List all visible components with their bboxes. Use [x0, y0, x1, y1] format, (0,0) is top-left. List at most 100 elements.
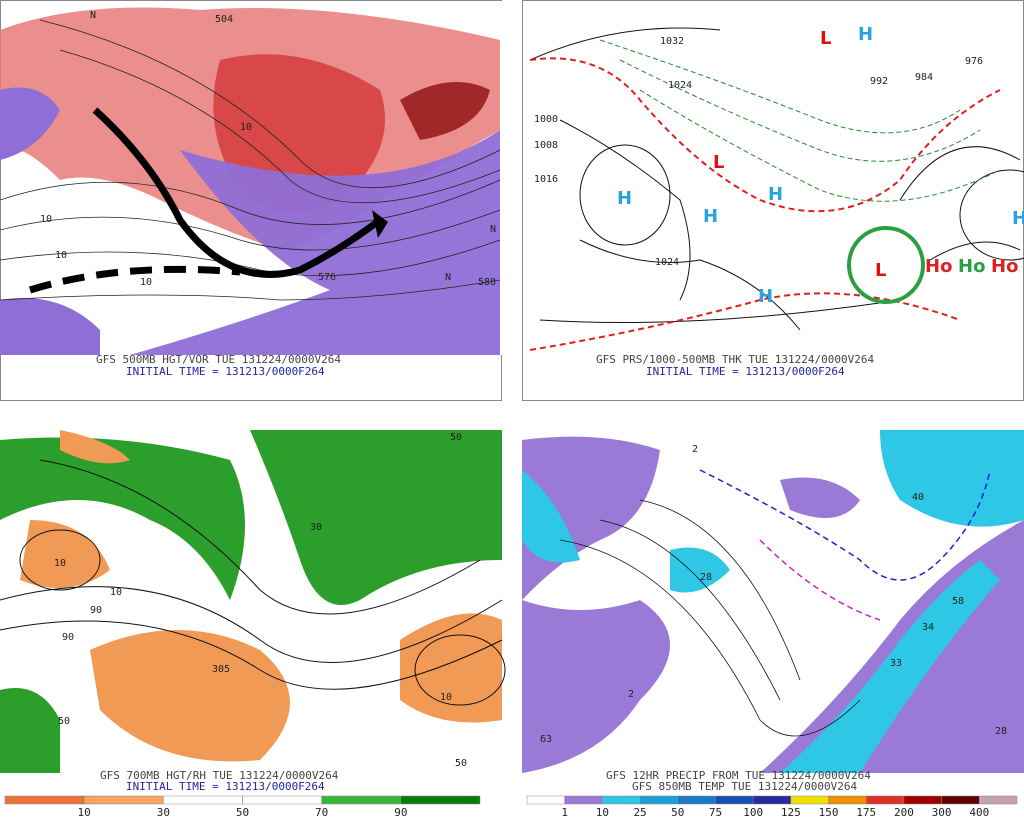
- initial-time: INITIAL TIME = 131213/0000F264: [126, 365, 325, 378]
- colorbar-swatch: [639, 795, 679, 805]
- colorbar-label: 50: [671, 806, 684, 819]
- colorbar-swatch: [400, 795, 481, 805]
- colorbar-label: 30: [157, 806, 170, 819]
- contour-label: 1032: [660, 36, 684, 47]
- caption: GFS 500MB HGT/VOR TUE 131224/0000V264: [96, 353, 341, 366]
- colorbar-label: 175: [856, 806, 876, 819]
- contour-label: 10: [110, 587, 122, 598]
- contour-label: 1016: [534, 174, 558, 185]
- colorbar-label: 25: [633, 806, 646, 819]
- contour-label: 576: [318, 272, 336, 283]
- colorbar-label: 90: [394, 806, 407, 819]
- map-700mb: 50 90 10 10 90 50 30 50 10 305 GFS 700MB…: [0, 428, 506, 793]
- contour-label: 28: [700, 572, 712, 583]
- colorbar-label: 100: [743, 806, 763, 819]
- contour-label: 10: [54, 558, 66, 569]
- colorbar-swatch: [979, 795, 1018, 805]
- contour-label: 34: [922, 622, 934, 633]
- colorbar-label: 1: [561, 806, 568, 819]
- caption: GFS 850MB TEMP TUE 131224/0000V264: [632, 780, 858, 793]
- contour-label: 10: [140, 277, 152, 288]
- colorbar-label: 50: [236, 806, 249, 819]
- colorbar-label: 400: [969, 806, 989, 819]
- caption: GFS 700MB HGT/RH TUE 131224/0000V264: [100, 769, 339, 782]
- contour-label: 588: [478, 277, 496, 288]
- contour-label: 1024: [655, 257, 679, 268]
- contour-label: 50: [455, 758, 467, 769]
- low-marker: L: [875, 260, 886, 281]
- colorbar-swatch: [941, 795, 980, 805]
- ho-text: Ho: [991, 256, 1018, 277]
- map-surface: H H H H H H L L L Ho Ho Ho 1032 1024 101…: [529, 24, 1024, 378]
- map-500mb: 504 10 10 10 10 576 588 N N N GFS 500MB …: [0, 1, 502, 378]
- colorbar-swatch: [4, 795, 85, 805]
- colorbar-swatch: [83, 795, 164, 805]
- colorbars: 10 30 50 70 90 1 10 25 50 75 100 125 150 175 200 300 400: [4, 795, 1018, 819]
- panel-frame: [522, 0, 1024, 401]
- contour-label: 2: [628, 689, 634, 700]
- contour-label: 10: [440, 692, 452, 703]
- contour-label: N: [490, 224, 496, 235]
- colorbar-swatch: [321, 795, 402, 805]
- colorbar-swatch: [564, 795, 603, 805]
- colorbar-swatch: [903, 795, 942, 805]
- colorbar-swatch: [677, 795, 716, 805]
- low-marker: L: [713, 152, 724, 173]
- ho-text: Ho: [958, 256, 985, 277]
- contour-label: N: [90, 10, 96, 21]
- colorbar-swatch: [752, 795, 792, 805]
- map-precip: 2 28 34 58 63 2 40 33 28 GFS 12HR PRECIP…: [522, 428, 1024, 793]
- contour-label: 992: [870, 76, 888, 87]
- colorbar-label: 200: [894, 806, 914, 819]
- high-marker: H: [703, 206, 718, 227]
- colorbar-swatch: [526, 795, 565, 805]
- contour-label: N: [445, 272, 451, 283]
- colorbar-swatch: [163, 795, 243, 805]
- ho-text: Ho: [925, 256, 952, 277]
- initial-time: INITIAL TIME = 131213/0000F264: [646, 365, 845, 378]
- contour-label: 1024: [668, 80, 692, 91]
- contour-label: 10: [55, 250, 67, 261]
- colorbar-label: 150: [819, 806, 839, 819]
- contour-label: 2: [692, 444, 698, 455]
- colorbar-label: 70: [315, 806, 328, 819]
- high-marker: H: [1012, 208, 1024, 229]
- contour-label: 10: [240, 122, 252, 133]
- contour-label: 90: [62, 632, 74, 643]
- contour-label: 40: [912, 492, 924, 503]
- caption: GFS 12HR PRECIP FROM TUE 131224/0000V264: [606, 769, 871, 782]
- low-marker: L: [820, 28, 831, 49]
- colorbar-label: 300: [932, 806, 952, 819]
- colorbar-label: 10: [596, 806, 609, 819]
- high-marker: H: [617, 188, 632, 209]
- contour-label: 33: [890, 658, 902, 669]
- colorbar-label: 10: [78, 806, 91, 819]
- contour-label: 30: [310, 522, 322, 533]
- high-marker: H: [858, 24, 873, 45]
- contour-label: 305: [212, 664, 230, 675]
- colorbar-swatch: [828, 795, 867, 805]
- contour-label: 10: [40, 214, 52, 225]
- caption: GFS PRS/1000-500MB THK TUE 131224/0000V2…: [596, 353, 875, 366]
- contour-label: 504: [215, 14, 233, 25]
- contour-label: 50: [450, 432, 462, 443]
- contour-label: 976: [965, 56, 983, 67]
- contour-label: 28: [995, 726, 1007, 737]
- contour-label: 58: [952, 596, 964, 607]
- colorbar-label: 125: [781, 806, 801, 819]
- high-marker: H: [768, 184, 783, 205]
- contour-label: 1000: [534, 114, 558, 125]
- colorbar-label: 75: [709, 806, 722, 819]
- high-marker: H: [758, 286, 773, 307]
- contour-label: 63: [540, 734, 552, 745]
- colorbar-swatch: [242, 795, 322, 805]
- initial-time: INITIAL TIME = 131213/0000F264: [126, 780, 325, 793]
- contour-label: 50: [58, 716, 70, 727]
- colorbar-swatch: [790, 795, 829, 805]
- contour-label: 984: [915, 72, 933, 83]
- colorbar-swatch: [865, 795, 905, 805]
- colorbar-swatch: [602, 795, 641, 805]
- colorbar-swatch: [715, 795, 754, 805]
- contour-label: 1008: [534, 140, 558, 151]
